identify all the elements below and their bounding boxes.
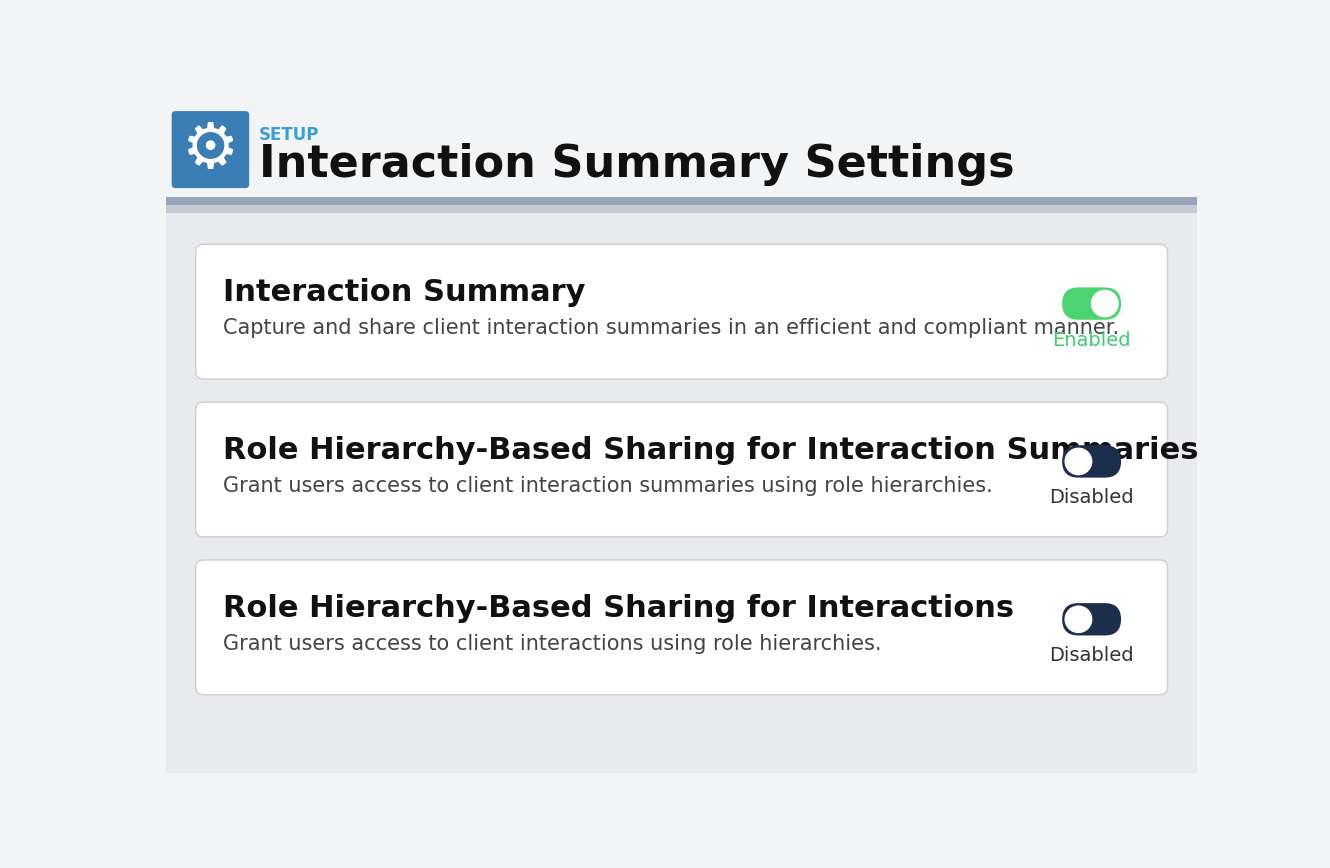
FancyBboxPatch shape [1063,445,1121,477]
Circle shape [1064,606,1092,633]
Text: Interaction Summary Settings: Interaction Summary Settings [259,142,1015,186]
FancyBboxPatch shape [196,560,1168,694]
FancyBboxPatch shape [1063,287,1121,319]
FancyBboxPatch shape [196,402,1168,537]
FancyBboxPatch shape [166,104,1197,196]
FancyBboxPatch shape [166,214,1197,773]
FancyBboxPatch shape [1063,603,1121,635]
Text: Role Hierarchy-Based Sharing for Interactions: Role Hierarchy-Based Sharing for Interac… [223,594,1013,623]
FancyBboxPatch shape [196,244,1168,379]
FancyBboxPatch shape [166,196,1197,205]
FancyBboxPatch shape [166,205,1197,214]
Circle shape [1091,290,1119,318]
Text: Disabled: Disabled [1049,489,1134,508]
Text: Grant users access to client interaction summaries using role hierarchies.: Grant users access to client interaction… [223,476,992,496]
FancyBboxPatch shape [172,111,249,188]
Text: Grant users access to client interactions using role hierarchies.: Grant users access to client interaction… [223,634,882,654]
Text: Disabled: Disabled [1049,647,1134,665]
Text: SETUP: SETUP [259,126,319,144]
Text: ⚙: ⚙ [182,119,239,181]
Text: Interaction Summary: Interaction Summary [223,279,585,307]
Text: Enabled: Enabled [1052,331,1130,350]
Circle shape [1064,448,1092,476]
Text: Capture and share client interaction summaries in an efficient and compliant man: Capture and share client interaction sum… [223,318,1119,338]
Text: Role Hierarchy-Based Sharing for Interaction Summaries: Role Hierarchy-Based Sharing for Interac… [223,436,1198,465]
